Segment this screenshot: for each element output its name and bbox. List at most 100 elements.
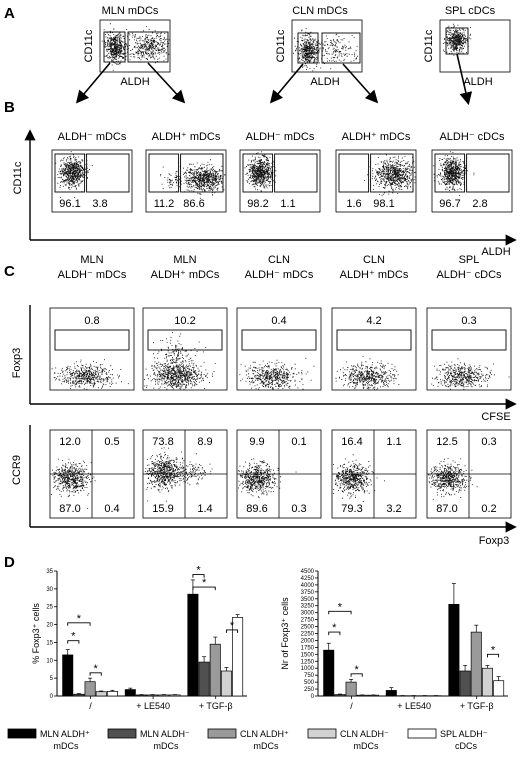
bar [96,692,106,696]
panel-c-foxp3-percent: 0.8 [84,315,99,327]
panel-c-quadrant-percent: 9.9 [249,436,264,448]
panel-c-top-xlabel: CFSE [481,411,510,423]
panel-a-ylabel-cln: CD11c [275,29,287,62]
legend-swatch [8,729,36,738]
panel-c-title-line1: SPL [459,254,480,266]
panel-c-quadrant-percent: 0.3 [481,436,496,448]
panel-a-title-cln: CLN mDCs [292,5,348,17]
bar [368,695,378,696]
panel-b-percent-neg: 11.2 [154,198,175,210]
legend-swatch [108,729,136,738]
legend-label: CLN ALDH⁺ [240,729,289,739]
panel-b-xlabel: ALDH [481,246,510,258]
panel-c-title-line2: ALDH⁻ mDCs [245,269,314,281]
panel-a-xlabel-mln: ALDH [120,76,149,88]
panel-a-xlabel-cln: ALDH [310,76,339,88]
legend-label: MLN ALDH⁺ [40,729,90,739]
legend-swatch [408,729,436,738]
panel-a-ylabel-spl: CD11c [423,29,435,62]
panel-c-quadrant-percent: 0.3 [291,503,306,515]
bar [148,695,158,696]
panel-a-arrow-mln-neg [78,63,110,101]
panel-c-title-line1: CLN [268,254,290,266]
panel-b-title: ALDH⁺ mDCs [342,131,411,143]
x-tick-label: + TGF-β [199,701,233,711]
bar [386,690,396,696]
panel-c-quadrant-percent: 79.3 [341,503,362,515]
y-tick-label: 1750 [301,645,315,651]
panel-c-quadrant-percent: 3.2 [386,503,401,515]
y-tick-label: 500 [304,680,315,686]
panel-c-bottom-xlabel: Foxp3 [479,535,510,547]
panel-b-title: ALDH⁻ cDCs [439,131,505,143]
y-tick-label: 250 [304,687,315,693]
panel-letter-a: A [4,5,15,22]
bar [449,604,459,696]
bar [63,655,73,696]
y-tick-label: 3000 [301,611,315,617]
panel-c-foxp3-percent: 4.2 [366,315,381,327]
bar [136,695,146,696]
panel-c-title-line1: MLN [173,254,196,266]
panel-letter-c: C [4,263,15,280]
x-tick-label: / [350,701,353,711]
legend-label-sub: mDCs [154,741,179,751]
significance-star: * [355,664,360,676]
bar [482,668,492,696]
panel-c-bottom-ylabel: CCR9 [11,455,23,485]
y-tick-label: 20 [46,623,53,629]
panel-c-quadrant-percent: 12.0 [59,436,80,448]
legend-label-sub: mDCs [254,741,279,751]
y-tick-label: 30 [46,587,53,593]
bar [159,695,169,696]
bar [210,644,220,696]
significance-star: * [491,644,496,656]
legend-label: CLN ALDH⁻ [340,729,389,739]
y-tick-label: 2750 [301,618,315,624]
y-tick-label: 0 [50,694,54,700]
panel-a-arrow-cln-neg [272,64,303,101]
panel-b-percent-neg: 96.1 [59,198,80,210]
significance-star: * [71,631,76,643]
y-tick-label: 3500 [301,597,315,603]
panel-c-title-line1: CLN [363,254,385,266]
legend-label: SPL ALDH⁻ [440,729,488,739]
panel-c-quadrant-percent: 87.0 [436,503,457,515]
y-tick-label: 35 [46,569,53,575]
bar [493,681,503,696]
y-tick-label: 4250 [301,576,315,582]
y-tick-label: 1250 [301,659,315,665]
y-tick-label: 5 [50,676,54,682]
y-tick-label: 10 [46,658,53,664]
significance-star: * [202,577,207,589]
x-tick-label: + LE540 [397,701,431,711]
panel-a-ylabel-mln: CD11c [83,29,95,62]
panel-b-title: ALDH⁺ mDCs [152,131,221,143]
bar [471,632,481,696]
panel-b-percent-neg: 98.2 [247,198,268,210]
bar [460,671,470,696]
panel-c-quadrant-percent: 8.9 [197,436,212,448]
bar [335,695,345,696]
panel-c-quadrant-percent: 0.1 [291,436,306,448]
y-tick-label: 25 [46,605,53,611]
bar [85,682,95,696]
panel-c-title-line2: ALDH⁻ mDCs [58,269,127,281]
bar [221,671,231,696]
panel-c-foxp3-percent: 0.4 [271,315,286,327]
bar [170,695,180,696]
legend-label-sub: cDCs [455,741,477,751]
panel-letter-d: D [4,554,15,571]
y-tick-label: 4000 [301,583,315,589]
bar [188,594,198,696]
bar [107,691,117,696]
significance-star: * [77,613,82,625]
bar [346,682,356,696]
x-tick-label: + TGF-β [460,701,494,711]
panel-b-percent-neg: 1.6 [346,198,361,210]
